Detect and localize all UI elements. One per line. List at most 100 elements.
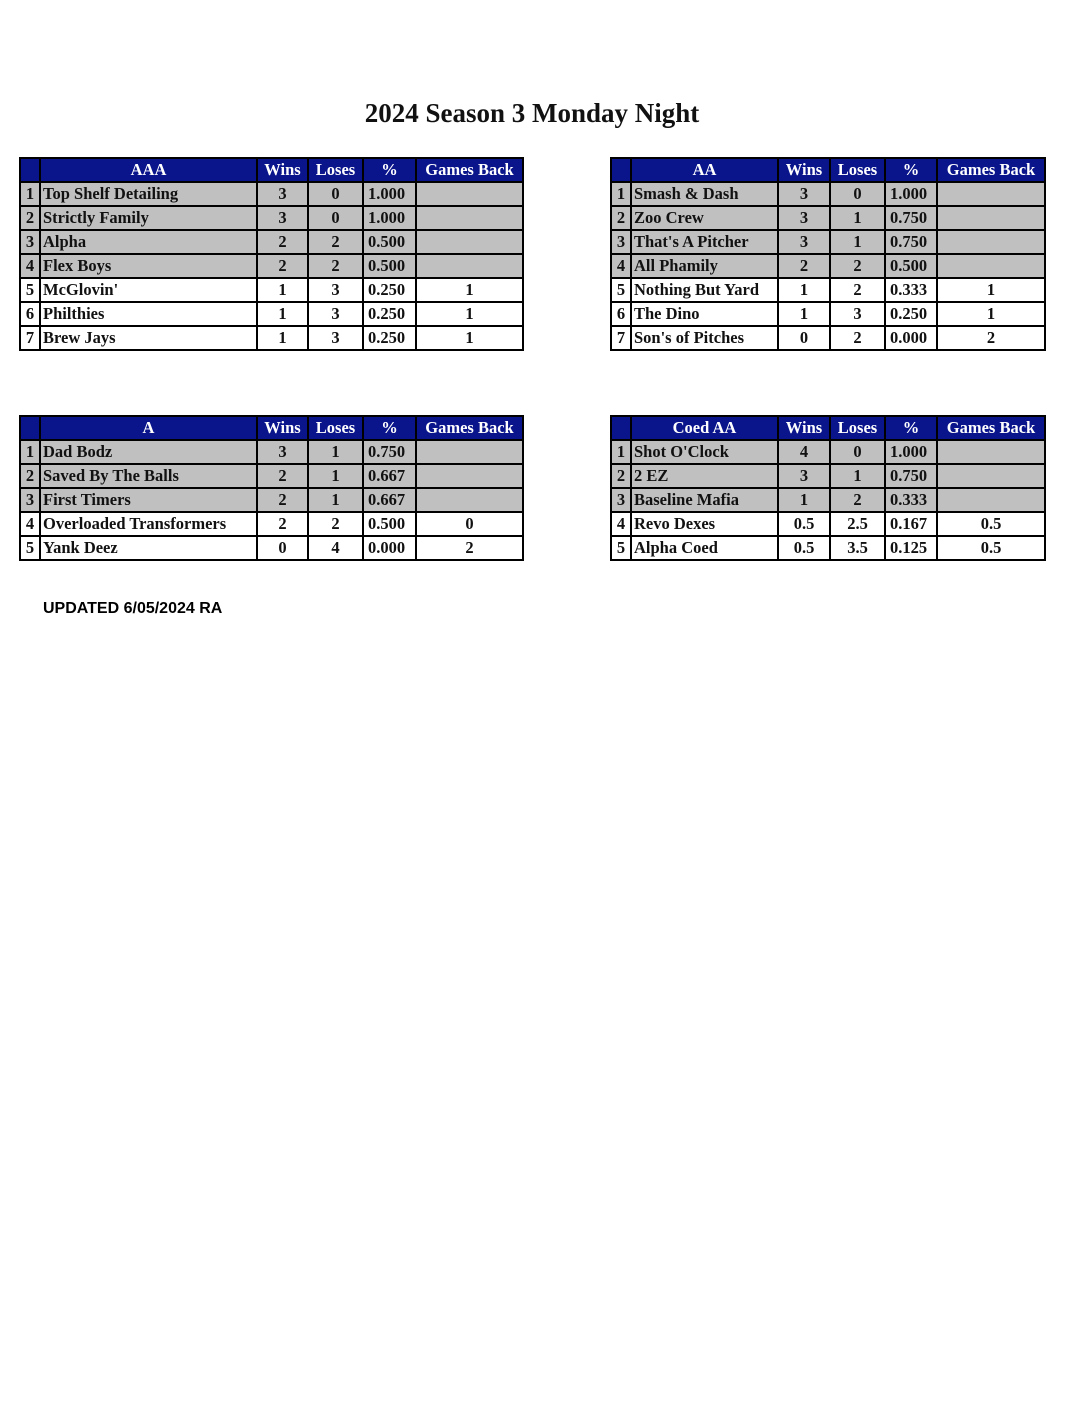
table-header-row: AAA Wins Loses % Games Back [19, 157, 524, 183]
loses-cell: 2 [307, 511, 364, 537]
page-title: 2024 Season 3 Monday Night [364, 98, 700, 128]
rank-cell: 5 [19, 277, 41, 303]
table-row: 7 Son's of Pitches 0 2 0.000 2 [610, 325, 1046, 351]
wins-cell: 0.5 [777, 535, 831, 561]
wins-cell: 3 [777, 205, 831, 231]
team-name-cell: Top Shelf Detailing [39, 181, 258, 207]
updated-note: UPDATED 6/05/2024 RA [43, 600, 223, 617]
table-row: 3 That's A Pitcher 3 1 0.750 [610, 229, 1046, 255]
table-row: 7 Brew Jays 1 3 0.250 1 [19, 325, 524, 351]
loses-cell: 2 [829, 253, 886, 279]
team-name-cell: Baseline Mafia [630, 487, 779, 513]
loses-cell: 0 [829, 181, 886, 207]
team-name-cell: The Dino [630, 301, 779, 327]
rank-cell: 4 [19, 253, 41, 279]
pct-header: % [884, 415, 938, 441]
games-back-cell [936, 439, 1046, 465]
rank-cell: 4 [610, 253, 632, 279]
pct-cell: 0.500 [362, 229, 417, 255]
loses-cell: 2 [829, 325, 886, 351]
pct-cell: 0.500 [362, 253, 417, 279]
wins-cell: 1 [777, 277, 831, 303]
division-name: A [39, 415, 258, 441]
rank-header [19, 157, 41, 183]
rank-cell: 5 [610, 535, 632, 561]
standings-table-coed-aa: Coed AA Wins Loses % Games Back 1 Shot O… [610, 415, 1046, 561]
loses-cell: 1 [829, 229, 886, 255]
table-row: 1 Dad Bodz 3 1 0.750 [19, 439, 524, 465]
pct-cell: 0.000 [884, 325, 938, 351]
pct-cell: 0.333 [884, 277, 938, 303]
loses-cell: 0 [307, 181, 364, 207]
games-back-cell: 2 [415, 535, 524, 561]
team-name-cell: Philthies [39, 301, 258, 327]
games-back-cell [936, 487, 1046, 513]
rank-cell: 5 [610, 277, 632, 303]
games-back-cell: 0.5 [936, 535, 1046, 561]
games-back-cell [936, 205, 1046, 231]
standings-table-aaa: AAA Wins Loses % Games Back 1 Top Shelf … [19, 157, 524, 351]
loses-cell: 2 [829, 277, 886, 303]
table-row: 1 Top Shelf Detailing 3 0 1.000 [19, 181, 524, 207]
pct-cell: 1.000 [884, 439, 938, 465]
rank-cell: 2 [19, 205, 41, 231]
games-back-header: Games Back [936, 157, 1046, 183]
table-row: 6 The Dino 1 3 0.250 1 [610, 301, 1046, 327]
pct-cell: 0.750 [884, 463, 938, 489]
games-back-cell: 2 [936, 325, 1046, 351]
pct-cell: 0.250 [362, 277, 417, 303]
games-back-cell: 1 [415, 325, 524, 351]
table-header-row: A Wins Loses % Games Back [19, 415, 524, 441]
table-row: 4 All Phamily 2 2 0.500 [610, 253, 1046, 279]
rank-cell: 3 [19, 487, 41, 513]
standings-table-a: A Wins Loses % Games Back 1 Dad Bodz 3 1… [19, 415, 524, 561]
team-name-cell: Yank Deez [39, 535, 258, 561]
loses-cell: 3 [307, 325, 364, 351]
games-back-header: Games Back [936, 415, 1046, 441]
table-row: 2 Saved By The Balls 2 1 0.667 [19, 463, 524, 489]
wins-cell: 1 [256, 301, 309, 327]
pct-cell: 0.125 [884, 535, 938, 561]
team-name-cell: Brew Jays [39, 325, 258, 351]
loses-cell: 1 [307, 439, 364, 465]
games-back-cell [415, 463, 524, 489]
pct-cell: 0.500 [362, 511, 417, 537]
loses-cell: 1 [829, 205, 886, 231]
rank-cell: 6 [610, 301, 632, 327]
wins-cell: 2 [256, 511, 309, 537]
rank-cell: 7 [19, 325, 41, 351]
pct-header: % [362, 415, 417, 441]
team-name-cell: Alpha Coed [630, 535, 779, 561]
table-row: 5 Nothing But Yard 1 2 0.333 1 [610, 277, 1046, 303]
loses-cell: 1 [829, 463, 886, 489]
loses-cell: 2 [307, 229, 364, 255]
pct-cell: 1.000 [362, 205, 417, 231]
wins-cell: 3 [777, 229, 831, 255]
games-back-cell [415, 253, 524, 279]
pct-cell: 0.500 [884, 253, 938, 279]
table-row: 3 Baseline Mafia 1 2 0.333 [610, 487, 1046, 513]
division-name: AAA [39, 157, 258, 183]
wins-cell: 2 [256, 487, 309, 513]
wins-cell: 1 [256, 277, 309, 303]
games-back-cell: 1 [936, 301, 1046, 327]
loses-cell: 1 [307, 487, 364, 513]
loses-cell: 2.5 [829, 511, 886, 537]
team-name-cell: First Timers [39, 487, 258, 513]
rank-cell: 6 [19, 301, 41, 327]
team-name-cell: Saved By The Balls [39, 463, 258, 489]
team-name-cell: 2 EZ [630, 463, 779, 489]
pct-cell: 1.000 [884, 181, 938, 207]
wins-cell: 0.5 [777, 511, 831, 537]
games-back-cell: 0.5 [936, 511, 1046, 537]
wins-cell: 4 [777, 439, 831, 465]
pct-cell: 0.750 [884, 229, 938, 255]
division-name: AA [630, 157, 779, 183]
games-back-cell [415, 181, 524, 207]
wins-cell: 2 [256, 463, 309, 489]
pct-cell: 0.667 [362, 463, 417, 489]
wins-header: Wins [777, 157, 831, 183]
team-name-cell: Alpha [39, 229, 258, 255]
games-back-cell [936, 253, 1046, 279]
pct-header: % [362, 157, 417, 183]
